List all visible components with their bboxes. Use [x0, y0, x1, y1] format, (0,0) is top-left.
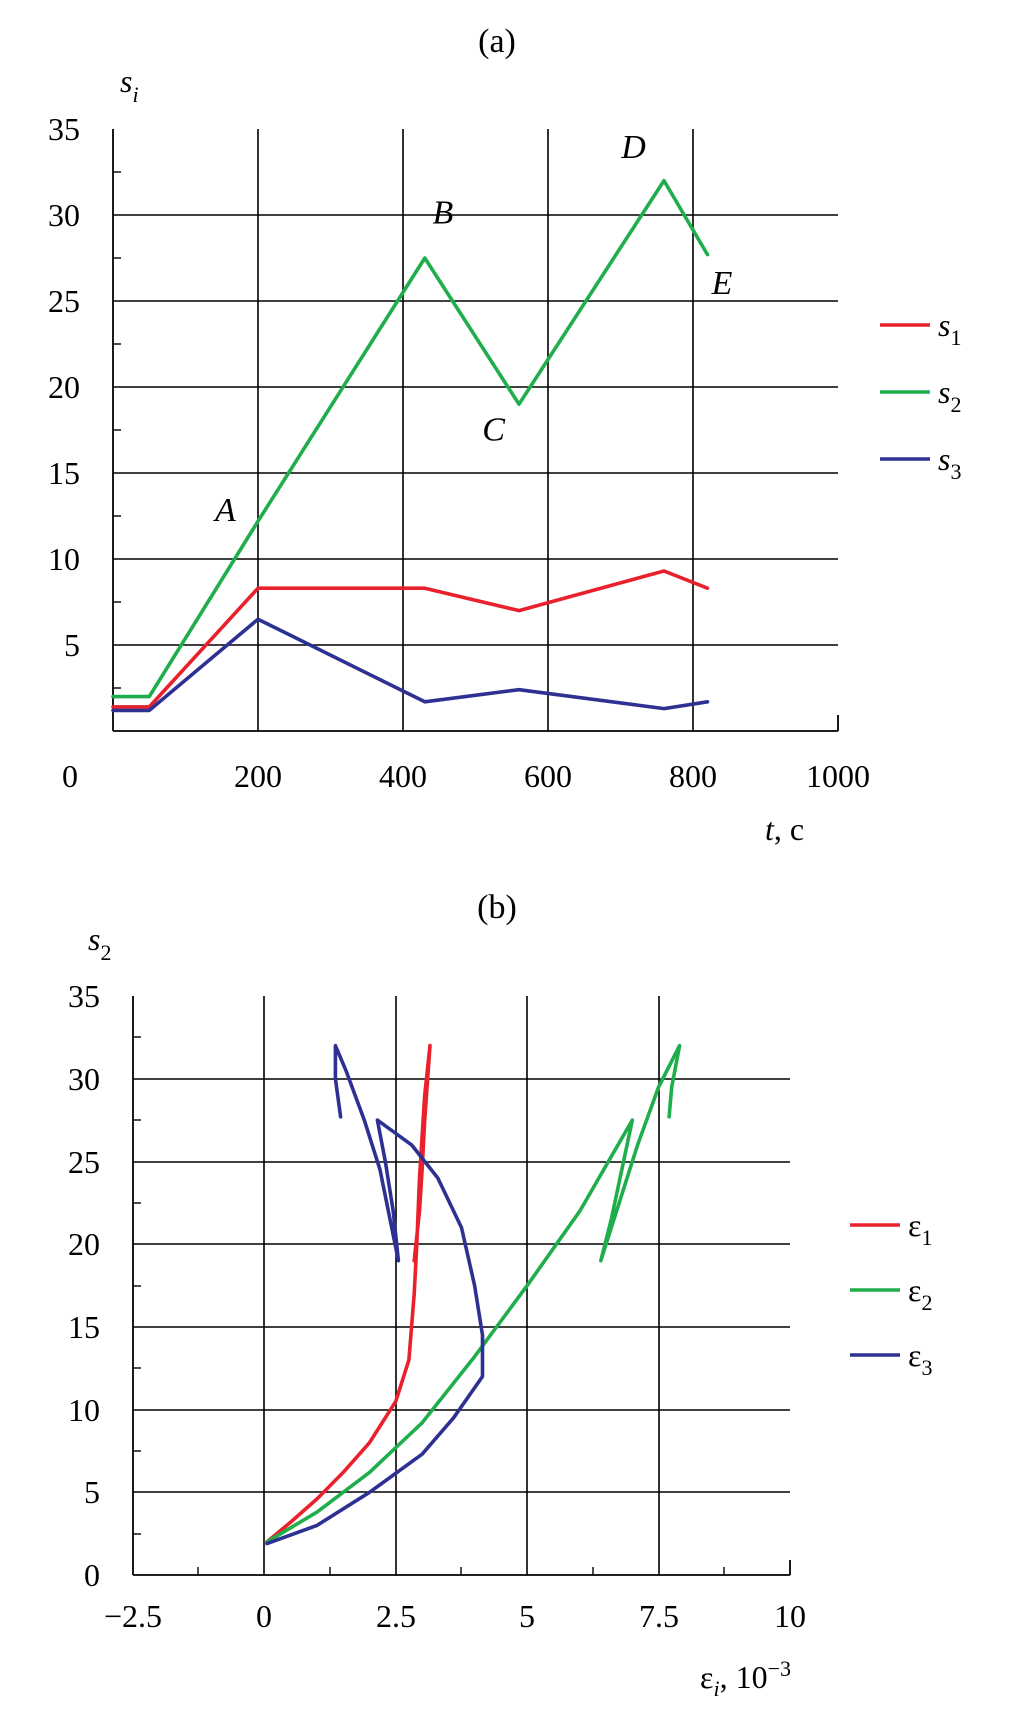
panel-a-plot: [111, 178, 710, 713]
panel-a-y-ticks: 35 30 25 20 15 10 5: [48, 111, 80, 663]
x-tick-label: 200: [234, 758, 282, 794]
panel-b-legend: ε1 ε2 ε3: [850, 1207, 932, 1380]
y-tick-label: 10: [68, 1392, 100, 1428]
legend-label: s1: [938, 307, 961, 350]
y-tick-label: 20: [48, 369, 80, 405]
x-tick-label: 0: [256, 1598, 272, 1634]
y-tick-label: 5: [84, 1474, 100, 1510]
panel-a-axes: [112, 129, 839, 732]
y-tick-label: 0: [84, 1557, 100, 1593]
x-tick-label: 5: [519, 1598, 535, 1634]
legend-label: s2: [938, 374, 961, 417]
y-tick-label: 35: [68, 978, 100, 1014]
x-tick-label: 0: [62, 758, 78, 794]
y-tick-label: 5: [64, 627, 80, 663]
panel-a-xlabel: t, c: [765, 811, 804, 847]
y-tick-label: 15: [68, 1309, 100, 1345]
y-tick-label: 25: [48, 283, 80, 319]
panel-b-y-ticks: 35 30 25 20 15 10 5 0: [68, 978, 100, 1593]
panel-a-annotations: A B C D E: [213, 129, 733, 529]
y-tick-label: 30: [68, 1061, 100, 1097]
panel-a-ylabel: si: [120, 63, 139, 107]
y-tick-label: 35: [48, 111, 80, 147]
panel-b-grid: [133, 996, 790, 1575]
x-tick-label: 400: [379, 758, 427, 794]
x-tick-label: 800: [669, 758, 717, 794]
y-tick-label: 10: [48, 541, 80, 577]
x-tick-label: 2.5: [376, 1598, 416, 1634]
panel-a-grid: [113, 129, 838, 731]
panel-b-label: (b): [477, 889, 517, 926]
panel-b-plot: [265, 1043, 682, 1546]
x-tick-label: −2.5: [104, 1598, 162, 1634]
point-label-A: A: [213, 492, 236, 529]
x-tick-label: 7.5: [639, 1598, 679, 1634]
y-tick-label: 20: [68, 1226, 100, 1262]
x-tick-label: 600: [524, 758, 572, 794]
panel-b-axes: [132, 996, 791, 1576]
y-tick-label: 25: [68, 1144, 100, 1180]
point-label-C: C: [482, 411, 505, 448]
panel-a-label: (a): [478, 23, 516, 60]
series-line-s1: [111, 569, 710, 709]
series-line-s2: [111, 178, 710, 699]
y-tick-label: 15: [48, 455, 80, 491]
legend-label: ε3: [908, 1337, 932, 1380]
panel-b-xlabel: εi, 10−3: [700, 1656, 791, 1701]
point-label-D: D: [620, 129, 646, 166]
series-line-ε3: [265, 1043, 485, 1546]
panel-b-x-ticks: −2.5 0 2.5 5 7.5 10: [104, 1598, 806, 1634]
y-tick-label: 30: [48, 197, 80, 233]
series-line-s3: [111, 617, 710, 713]
x-tick-label: 1000: [806, 758, 870, 794]
legend-label: s3: [938, 441, 961, 484]
panel-b-ylabel: s2: [88, 921, 111, 965]
x-tick-label: 10: [774, 1598, 806, 1634]
panel-a: (a) si: [48, 23, 961, 847]
panel-b: (b) s2: [68, 889, 932, 1701]
panel-a-legend: s1 s2 s3: [880, 307, 961, 484]
series-line-ε1: [265, 1043, 432, 1544]
legend-label: ε2: [908, 1272, 932, 1315]
point-label-B: B: [432, 195, 453, 232]
point-label-E: E: [711, 265, 733, 302]
legend-label: ε1: [908, 1207, 932, 1250]
panel-a-x-ticks: 0 200 400 600 800 1000: [62, 758, 870, 794]
series-line-ε2: [265, 1043, 682, 1544]
